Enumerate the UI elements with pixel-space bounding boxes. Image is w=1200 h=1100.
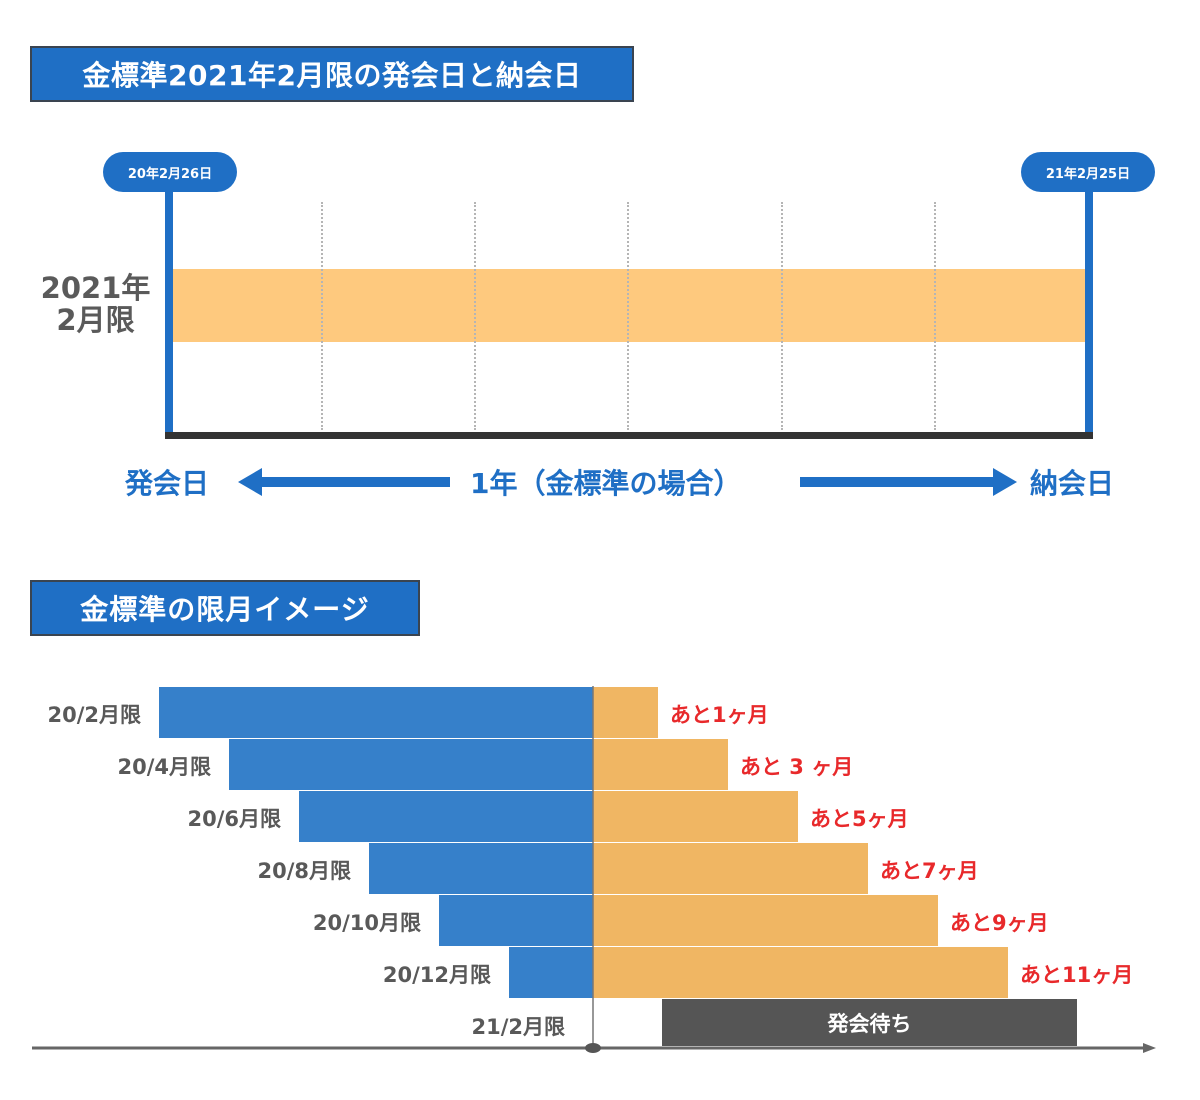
elapsed-bar	[159, 687, 593, 738]
category-label: 21/2月限	[471, 1015, 565, 1039]
grid-line-dotted	[321, 202, 323, 430]
remaining-label: あと11ヶ月	[1020, 963, 1134, 987]
arrow-right-icon	[800, 468, 1017, 496]
remaining-bar	[593, 739, 728, 790]
category-label: 20/10月限	[312, 911, 421, 935]
grid-line-dotted	[781, 202, 783, 430]
elapsed-bar	[229, 739, 593, 790]
remaining-bar	[593, 791, 798, 842]
remaining-label: あと 3 ヶ月	[740, 755, 854, 779]
grid-line-dotted	[627, 202, 629, 430]
delivery-day-label: 納会日	[1030, 467, 1115, 500]
contract-label-line1: 2021年	[40, 271, 151, 305]
remaining-bar	[593, 843, 868, 894]
start-date-badge: 20年2月26日	[103, 152, 237, 192]
category-label: 20/8月限	[257, 859, 351, 883]
waiting-bar	[662, 999, 1077, 1046]
start-date-text: 20年2月26日	[127, 166, 213, 182]
category-label: 20/6月限	[187, 807, 281, 831]
contract-label-line2: 2月限	[56, 303, 135, 337]
waiting-label: 発会待ち	[827, 1011, 912, 1036]
grid-line-dotted	[934, 202, 936, 430]
category-label: 20/2月限	[47, 703, 141, 727]
end-marker-line	[1085, 190, 1093, 434]
category-label: 20/12月限	[382, 963, 491, 987]
remaining-label: あと7ヶ月	[880, 859, 979, 883]
axis-origin-dot	[585, 1043, 601, 1053]
x-axis-arrow-icon	[1143, 1043, 1156, 1053]
arrow-left-icon	[238, 468, 450, 496]
contract-month-label: 2021年 2月限	[28, 272, 163, 336]
remaining-label: あと5ヶ月	[810, 807, 909, 831]
section-title-contract-months: 金標準の限月イメージ	[30, 580, 420, 636]
issue-day-label: 発会日	[125, 467, 210, 500]
remaining-bar	[593, 947, 1008, 998]
section-title-text: 金標準2021年2月限の発会日と納会日	[82, 59, 582, 92]
elapsed-bar	[509, 947, 593, 998]
grid-line-dotted	[474, 202, 476, 430]
end-date-badge: 21年2月25日	[1021, 152, 1155, 192]
elapsed-bar	[299, 791, 593, 842]
section-title-contract-dates: 金標準2021年2月限の発会日と納会日	[30, 46, 634, 102]
elapsed-bar	[439, 895, 593, 946]
remaining-bar	[593, 687, 658, 738]
remaining-label: あと1ヶ月	[670, 703, 769, 727]
timeline-baseline	[165, 432, 1093, 439]
category-label: 20/4月限	[117, 755, 211, 779]
span-arrows	[238, 468, 1017, 496]
start-marker-line	[165, 190, 173, 434]
remaining-label: あと9ヶ月	[950, 911, 1049, 935]
remaining-bar	[593, 895, 938, 946]
section-title-text: 金標準の限月イメージ	[80, 593, 370, 626]
contract-period-band	[173, 269, 1085, 342]
end-date-text: 21年2月25日	[1045, 166, 1131, 182]
elapsed-bar	[369, 843, 593, 894]
period-label: 1年（金標準の場合）	[470, 467, 742, 500]
